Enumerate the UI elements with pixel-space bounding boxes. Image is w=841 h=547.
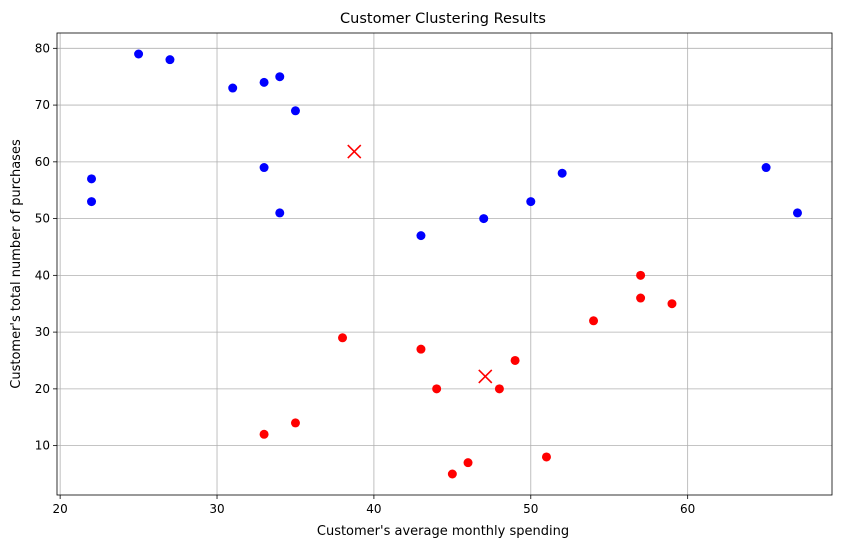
data-point <box>275 72 285 82</box>
x-axis-ticks: 20 30 40 50 60 <box>52 495 695 516</box>
data-point <box>87 174 97 184</box>
data-point <box>338 333 348 343</box>
data-point <box>259 77 269 87</box>
data-point <box>589 316 599 326</box>
x-tick-label: 40 <box>366 502 381 516</box>
x-tick-label: 60 <box>680 502 695 516</box>
data-point <box>526 197 536 207</box>
data-point <box>87 197 97 207</box>
y-tick-label: 10 <box>35 439 50 453</box>
data-point <box>228 83 238 93</box>
y-tick-label: 80 <box>35 41 50 55</box>
y-tick-label: 20 <box>35 382 50 396</box>
centroid-marker <box>478 369 493 384</box>
data-point <box>275 208 285 218</box>
data-point <box>761 163 771 173</box>
data-point <box>134 49 144 59</box>
data-point <box>290 418 300 428</box>
plot-frame <box>56 32 833 496</box>
data-point <box>479 214 489 224</box>
data-point <box>259 163 269 173</box>
data-point <box>447 469 457 479</box>
y-tick-label: 30 <box>35 325 50 339</box>
y-tick-label: 60 <box>35 155 50 169</box>
data-point <box>290 106 300 116</box>
y-tick-label: 40 <box>35 268 50 282</box>
x-tick-label: 30 <box>209 502 224 516</box>
x-tick-label: 50 <box>523 502 538 516</box>
data-point <box>463 458 473 468</box>
data-point <box>636 270 646 280</box>
grid <box>57 33 832 495</box>
y-axis-label: Customer's total number of purchases <box>9 139 24 389</box>
centroid-marker <box>347 144 362 159</box>
data-point <box>510 355 520 365</box>
data-point <box>416 344 426 354</box>
y-axis-ticks: 10 20 30 40 50 60 70 80 <box>35 41 57 453</box>
data-point <box>792 208 802 218</box>
data-point <box>636 293 646 303</box>
x-axis-label: Customer's average monthly spending <box>317 524 569 539</box>
data-point <box>259 429 269 439</box>
x-tick-label: 20 <box>52 502 67 516</box>
data-point <box>667 299 677 309</box>
data-point <box>494 384 504 394</box>
chart-title: Customer Clustering Results <box>340 11 546 27</box>
data-point <box>416 231 426 241</box>
data-points <box>87 49 802 479</box>
data-point <box>432 384 442 394</box>
data-point <box>557 168 567 178</box>
data-point <box>541 452 551 462</box>
y-tick-label: 50 <box>35 212 50 226</box>
y-tick-label: 70 <box>35 98 50 112</box>
data-point <box>165 55 175 65</box>
